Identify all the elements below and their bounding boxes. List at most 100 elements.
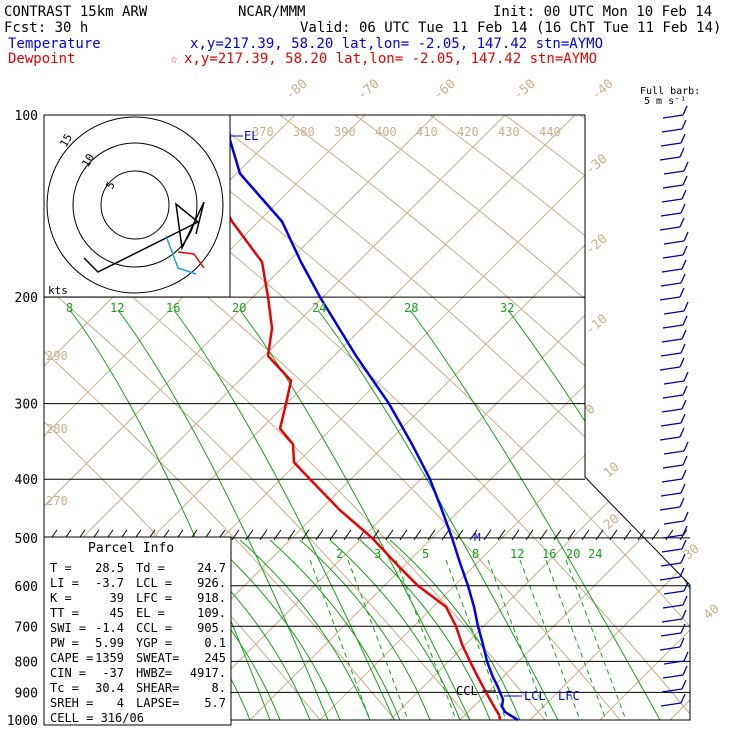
barb-flag: [682, 455, 688, 466]
barb-flag: [679, 497, 685, 508]
barb-flag: [680, 343, 686, 354]
isotherm-line: [459, 115, 690, 720]
parcel-key: Tc =: [50, 681, 79, 695]
moist-adiabat-line: [239, 539, 371, 720]
isotherm-top-label: -60: [431, 76, 459, 103]
wind-barb: [661, 399, 687, 413]
hodograph-ring: [72, 142, 198, 268]
barb-staff: [661, 548, 683, 553]
parcel-info-rows: T = 28.5 Td = 24.7 LI = -3.7 LCL = 926. K = 39 LFC…: [50, 561, 226, 710]
isotherm-top-label: -80: [283, 76, 311, 103]
dry-adiabat-line: [579, 115, 690, 720]
pressure-tick-label: 700: [15, 620, 38, 635]
parcel-key: CCL =: [136, 621, 172, 635]
parcel-key: TT =: [50, 606, 79, 620]
barb-flag: [679, 567, 685, 578]
barb-staff: [662, 184, 684, 189]
sounding-series: [210, 114, 519, 722]
pressure-tick-label: 400: [15, 473, 38, 488]
wind-barb: [663, 511, 689, 525]
barb-flag: [682, 595, 688, 606]
barb-staff: [661, 198, 683, 203]
dry-adiabat-line: [44, 115, 546, 720]
mixing-ratio-dashed-line: [487, 559, 549, 720]
isotherm-right-label: -10: [583, 311, 611, 338]
barb-staff: [659, 156, 681, 161]
hatch-mark: [329, 529, 338, 541]
theta-left-label: 270: [46, 494, 68, 508]
mixing-ratio-dashed-line: [347, 559, 409, 720]
wind-barb: [659, 217, 685, 231]
pressure-tick-label: 500: [15, 532, 38, 547]
hatch-mark: [665, 529, 674, 541]
pressure-tick-label: 200: [15, 291, 38, 306]
wind-barb: [660, 343, 686, 357]
barb-staff: [660, 562, 682, 567]
pressure-tick-label: 1000: [7, 714, 38, 729]
wind-barb: [662, 525, 688, 539]
barb-staff: [663, 520, 685, 525]
parcel-value: 926.: [197, 576, 226, 590]
barb-flag: [679, 217, 685, 228]
moist-adiabat-line: [209, 539, 341, 720]
barb-flag: [681, 189, 687, 200]
isotherm-right-label: -20: [583, 231, 611, 258]
hodograph-ring-label: 15: [57, 132, 75, 150]
mixing-ratio-lower-label: 16: [542, 547, 556, 561]
parcel-key: K =: [50, 591, 72, 605]
barb-flag: [682, 385, 688, 396]
parcel-value: 1359: [95, 651, 124, 665]
parcel-key: T =: [50, 561, 72, 575]
parcel-value: -37: [102, 666, 124, 680]
theta-left-label: 280: [46, 422, 68, 436]
wind-barb: [660, 693, 686, 707]
theta-label: 410: [416, 125, 438, 139]
hodograph-ring-label: 10: [79, 152, 97, 170]
wind-barb: [660, 203, 686, 217]
isotherm-right-label: -30: [583, 151, 611, 178]
parcel-key: HWBZ=: [136, 666, 172, 680]
barb-staff: [660, 422, 682, 427]
isotherm-line: [669, 115, 690, 720]
barb-flag: [682, 245, 688, 256]
wind-barb: [661, 259, 687, 273]
hatch-mark: [231, 529, 240, 541]
barb-flag: [681, 679, 687, 690]
dewpoint-legend-label: Dewpoint: [8, 51, 75, 67]
wind-barb: [663, 161, 689, 175]
barb-flag: [680, 133, 686, 144]
wind-barb: [660, 623, 686, 637]
isotherm-right-label: 40: [701, 602, 723, 624]
barb-flag: [683, 441, 689, 452]
hatch-mark: [609, 529, 618, 541]
wind-barbs: [659, 105, 689, 707]
barb-staff: [663, 450, 685, 455]
theta-label: 390: [334, 125, 356, 139]
mixing-ratio-dashed-line: [395, 559, 457, 720]
wind-barb: [659, 287, 685, 301]
wind-barb: [659, 427, 685, 441]
pressure-tick-label: 900: [15, 686, 38, 701]
parcel-cell: CELL = 316/06: [50, 711, 144, 725]
theta-label: 380: [293, 125, 315, 139]
wind-barb: [659, 497, 685, 511]
wind-barb: [660, 133, 686, 147]
hatch-mark: [259, 529, 268, 541]
wind-barb: [660, 483, 686, 497]
mixing-ratio-line: [173, 309, 395, 720]
hatch-mark: [343, 529, 352, 541]
mixing-ratio-dashed-line: [545, 559, 607, 720]
barb-staff: [661, 478, 683, 483]
barb-flag: [681, 469, 687, 480]
parcel-value: 5.99: [95, 636, 124, 650]
lfc-label: LFC: [558, 689, 580, 703]
dry-adiabat-line: [204, 115, 690, 720]
mixing-ratio-label: 12: [110, 301, 124, 315]
barb-staff: [661, 688, 683, 693]
parcel-value: 24.7: [197, 561, 226, 575]
hatch-mark: [567, 529, 576, 541]
hatch-mark: [595, 529, 604, 541]
barb-staff: [660, 632, 682, 637]
parcel-value: 30.4: [95, 681, 124, 695]
